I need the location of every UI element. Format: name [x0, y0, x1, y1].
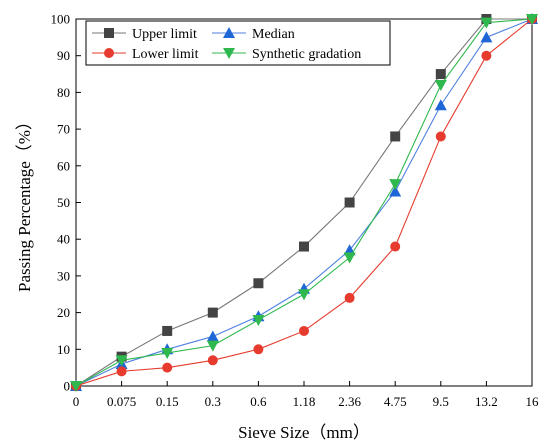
legend-label-3: Synthetic gradation — [252, 47, 361, 62]
series-3-point-6 — [343, 252, 356, 264]
series-0-point-5 — [299, 241, 309, 252]
x-tick-label-10: 16 — [526, 394, 540, 409]
x-tick-label-6: 2.36 — [338, 394, 361, 409]
series-3-point-2 — [161, 347, 174, 359]
series-3-point-3 — [206, 340, 219, 352]
series-3-point-0 — [70, 381, 82, 392]
series-1-point-8 — [434, 99, 447, 111]
legend-label-2: Lower limit — [132, 47, 199, 62]
series-2-point-1 — [116, 366, 127, 377]
series-2-point-8 — [435, 131, 446, 142]
series-3-point-10 — [526, 14, 538, 25]
y-tick-label-1: 10 — [57, 342, 70, 357]
series-2-point-4 — [253, 344, 264, 355]
series-2-point-7 — [390, 241, 401, 252]
x-tick-label-5: 1.18 — [293, 394, 316, 409]
series-2-point-9 — [481, 50, 492, 61]
legend-marker-1 — [223, 27, 235, 38]
x-tick-label-1: 0.075 — [107, 394, 136, 409]
series-3-point-7 — [389, 179, 402, 191]
legend-label-1: Median — [252, 27, 295, 42]
y-tick-label-9: 90 — [57, 48, 70, 63]
legend-marker-2 — [104, 48, 114, 58]
legend-item-1: Median — [212, 27, 295, 42]
x-tick-label-7: 4.75 — [384, 394, 407, 409]
x-tick-label-3: 0.3 — [205, 394, 221, 409]
series-2 — [71, 14, 537, 391]
series-0-point-3 — [207, 307, 218, 318]
series-3-point-5 — [298, 289, 310, 301]
series-2-point-5 — [299, 325, 309, 336]
x-tick-label-9: 13.2 — [475, 394, 498, 409]
series-1-point-9 — [480, 31, 493, 43]
y-axis-title: Passing Percentage（%） — [15, 113, 34, 292]
y-tick-label-2: 20 — [57, 305, 70, 320]
series-2-point-6 — [344, 292, 355, 303]
series-3 — [70, 14, 538, 392]
series-3-point-1 — [115, 355, 128, 367]
y-tick-label-5: 50 — [57, 195, 70, 210]
y-tick-label-0: 0 — [64, 379, 71, 394]
series-2-point-3 — [207, 355, 218, 366]
y-tick-label-8: 80 — [57, 85, 70, 100]
axes: 0 0.075 0.15 0.3 0.6 1.18 2.36 4.75 9.5 13.2 16 0 10… — [51, 12, 540, 410]
legend: Upper limit Median Lower limit Synthetic gr… — [85, 20, 391, 66]
legend-item-0: Upper limit — [92, 27, 197, 42]
y-tick-label-4: 40 — [57, 232, 70, 247]
series-2-point-2 — [162, 362, 173, 373]
y-tick-label-10: 100 — [51, 12, 71, 27]
series-layer — [70, 13, 538, 392]
series-3-point-9 — [480, 17, 493, 29]
series-0-point-4 — [253, 278, 264, 289]
y-tick-label-3: 30 — [57, 268, 70, 283]
legend-marker-0 — [104, 28, 114, 38]
legend-box — [85, 20, 391, 66]
legend-item-3: Synthetic gradation — [212, 47, 361, 62]
series-0-point-6 — [344, 197, 355, 208]
series-3-point-8 — [434, 80, 447, 92]
legend-item-2: Lower limit — [92, 47, 199, 62]
series-0-point-2 — [162, 325, 173, 336]
x-tick-label-8: 9.5 — [433, 394, 449, 409]
y-tick-label-7: 70 — [57, 122, 70, 137]
series-0-point-8 — [435, 69, 446, 80]
series-1-point-7 — [389, 185, 402, 197]
x-tick-label-0: 0 — [73, 394, 80, 409]
legend-marker-3 — [223, 48, 235, 59]
x-tick-label-4: 0.6 — [250, 394, 267, 409]
series-1-point-3 — [206, 330, 219, 342]
series-0-point-7 — [390, 131, 401, 142]
x-tick-label-2: 0.15 — [156, 394, 179, 409]
y-tick-label-6: 60 — [57, 158, 70, 173]
series-3-point-4 — [252, 314, 265, 326]
x-axis-title: Sieve Size（mm） — [238, 423, 370, 442]
legend-label-0: Upper limit — [132, 27, 197, 42]
